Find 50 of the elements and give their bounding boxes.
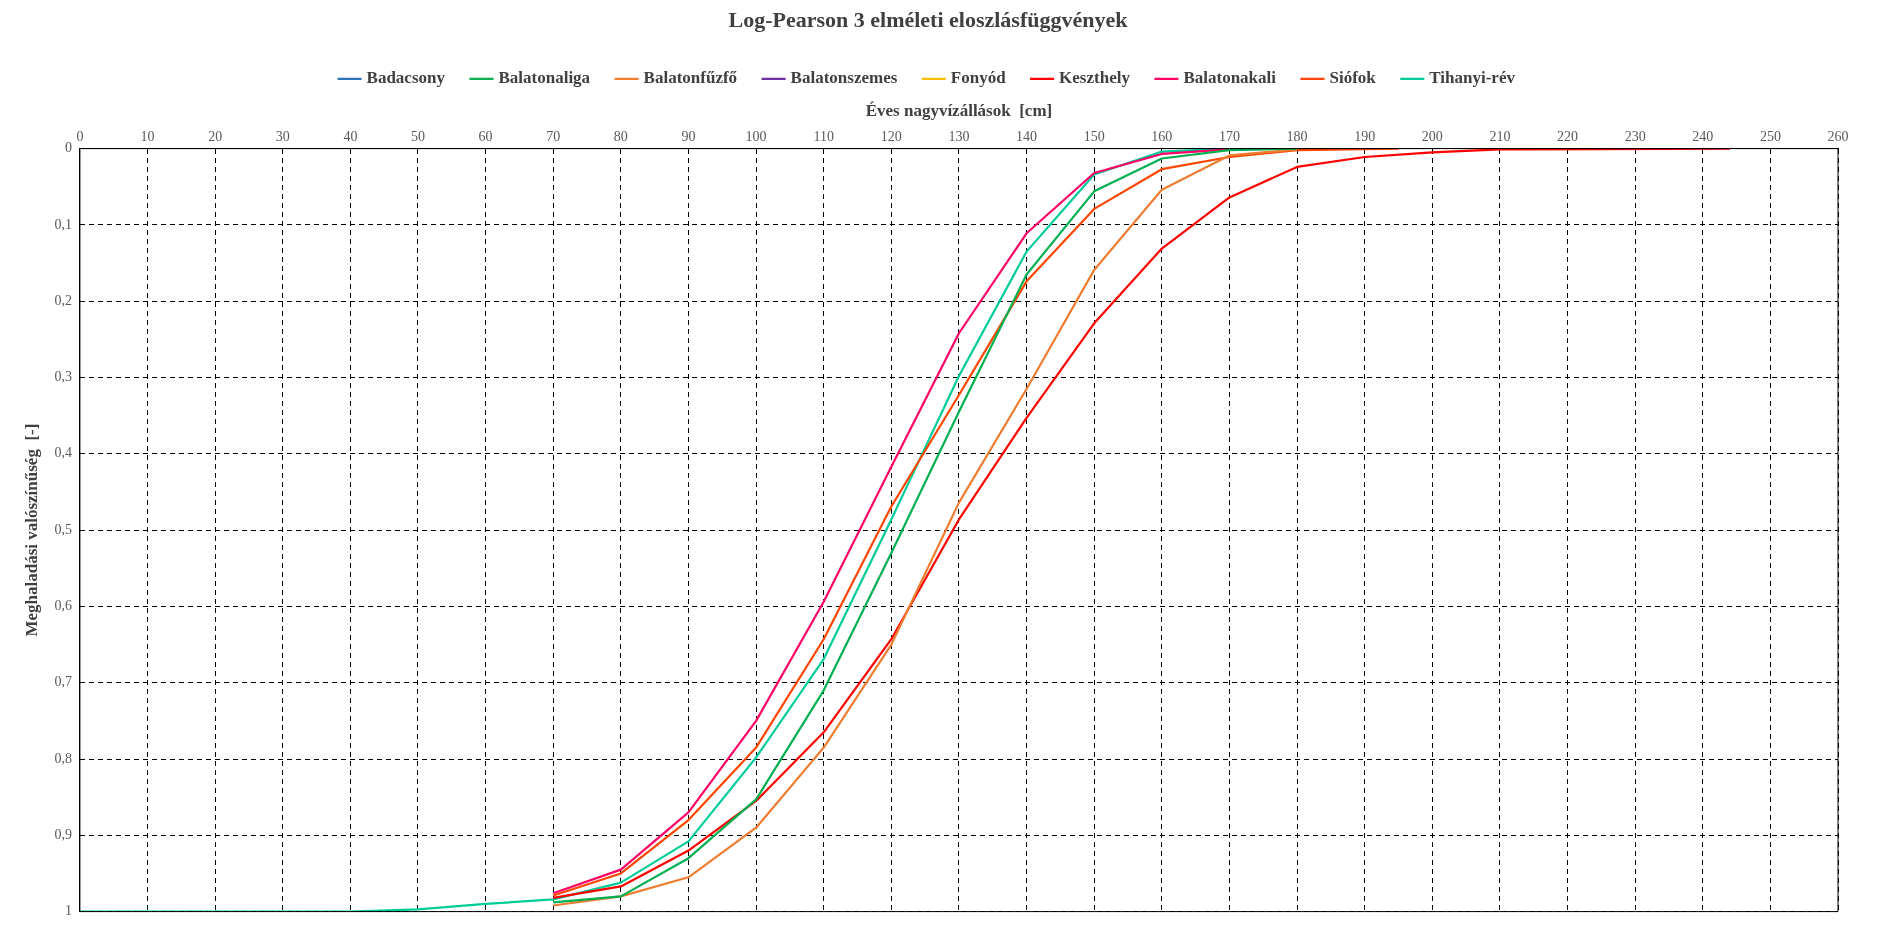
y-tick-label: 0,4 bbox=[54, 445, 72, 461]
x-tick-label: 160 bbox=[1151, 128, 1173, 144]
chart-title: Log-Pearson 3 elméleti eloszlásfüggvények bbox=[728, 6, 1129, 32]
x-tick-label: 20 bbox=[208, 128, 223, 144]
y-tick-label: 1 bbox=[64, 903, 72, 919]
x-tick-label: 190 bbox=[1354, 128, 1376, 144]
y-tick-label: 0,8 bbox=[54, 750, 72, 766]
legend-label: Balatonszemes bbox=[790, 68, 898, 88]
x-tick-label: 0 bbox=[76, 128, 84, 144]
y-tick-label: 0,5 bbox=[54, 521, 72, 537]
y-tick-label: 0,6 bbox=[54, 598, 72, 614]
y-tick-label: 0,1 bbox=[54, 216, 72, 232]
x-tick-label: 240 bbox=[1692, 128, 1714, 144]
y-axis-title: Meghaladási valószínűség [-] bbox=[21, 423, 41, 637]
y-tick-label: 0,2 bbox=[54, 292, 72, 308]
x-tick-label: 10 bbox=[140, 128, 155, 144]
y-tick-label: 0 bbox=[64, 140, 72, 156]
legend-label: Tihanyi-rév bbox=[1429, 68, 1516, 88]
y-tick-label: 0,3 bbox=[54, 369, 72, 385]
x-tick-label: 120 bbox=[880, 128, 902, 144]
x-tick-label: 100 bbox=[745, 128, 767, 144]
legend-label: Siófok bbox=[1329, 68, 1377, 88]
legend-label: Balatonfűzfő bbox=[643, 68, 738, 88]
x-tick-label: 110 bbox=[813, 128, 834, 144]
x-tick-label: 50 bbox=[411, 128, 425, 144]
y-tick-label: 0,7 bbox=[54, 674, 72, 690]
legend-label: Fonyód bbox=[950, 68, 1007, 88]
y-tick-label: 0,9 bbox=[54, 826, 72, 842]
x-tick-label: 200 bbox=[1421, 128, 1443, 144]
x-tick-label: 130 bbox=[948, 128, 970, 144]
x-tick-label: 230 bbox=[1624, 128, 1646, 144]
x-tick-label: 30 bbox=[275, 128, 290, 144]
legend-label: Balatonaliga bbox=[498, 68, 591, 88]
x-tick-label: 220 bbox=[1557, 128, 1579, 144]
x-tick-label: 70 bbox=[546, 128, 561, 144]
x-tick-label: 180 bbox=[1286, 128, 1308, 144]
legend-label: Balatonakali bbox=[1183, 68, 1277, 88]
x-tick-label: 80 bbox=[613, 128, 628, 144]
x-tick-label: 40 bbox=[343, 128, 358, 144]
legend-label: Keszthely bbox=[1059, 68, 1131, 88]
x-tick-label: 90 bbox=[681, 128, 696, 144]
x-tick-label: 60 bbox=[478, 128, 493, 144]
x-tick-label: 250 bbox=[1759, 128, 1781, 144]
x-tick-label: 150 bbox=[1083, 128, 1105, 144]
x-tick-label: 170 bbox=[1218, 128, 1240, 144]
x-tick-label: 210 bbox=[1489, 128, 1511, 144]
x-axis-title: Éves nagyvízállások [cm] bbox=[865, 100, 1053, 120]
legend-label: Badacsony bbox=[366, 68, 446, 88]
x-tick-label: 260 bbox=[1827, 128, 1849, 144]
x-tick-label: 140 bbox=[1016, 128, 1038, 144]
